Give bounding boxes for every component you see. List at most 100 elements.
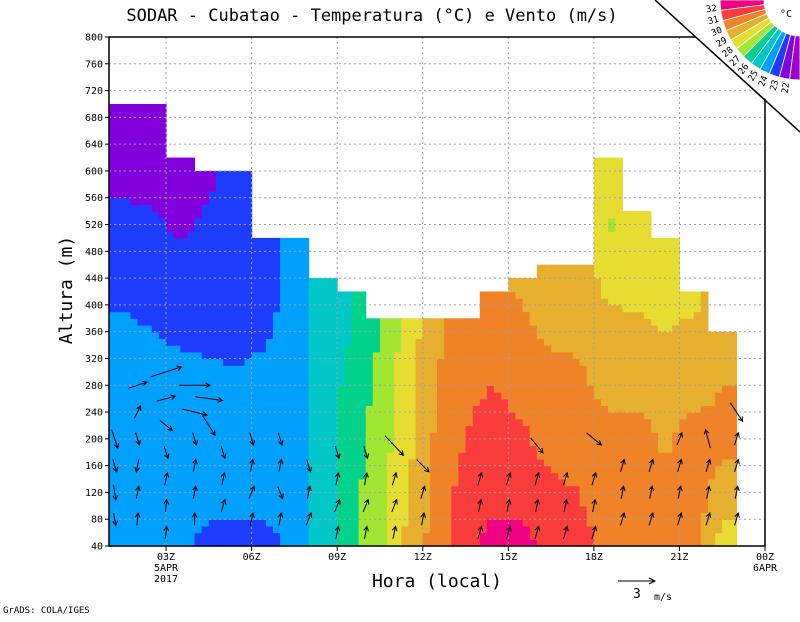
temperature-cell (380, 539, 388, 547)
temperature-cell (237, 284, 245, 293)
temperature-cell (187, 351, 196, 360)
temperature-cell (722, 385, 730, 393)
temperature-cell (608, 231, 616, 239)
temperature-cell (109, 217, 117, 226)
temperature-cell (501, 425, 509, 433)
temperature-cell (665, 532, 673, 540)
wind-vector (179, 382, 212, 389)
temperature-cell (579, 505, 588, 514)
temperature-cell (579, 271, 588, 279)
temperature-cell (522, 338, 531, 346)
temperature-cell (486, 351, 495, 360)
temperature-cell (572, 264, 581, 272)
temperature-cell (508, 338, 516, 346)
temperature-cell (372, 485, 381, 493)
temperature-cell (273, 284, 281, 293)
y-tick-label: 240 (85, 408, 103, 419)
temperature-cell (722, 445, 730, 453)
temperature-cell (601, 258, 609, 266)
temperature-cell (158, 117, 167, 125)
temperature-cell (372, 458, 381, 467)
temperature-cell (130, 211, 139, 219)
temperature-cell (116, 479, 124, 487)
temperature-cell (109, 331, 117, 339)
temperature-cell (629, 492, 638, 500)
temperature-cell (700, 412, 709, 420)
temperature-cell (622, 519, 631, 527)
temperature-cell (622, 318, 631, 326)
temperature-cell (693, 532, 702, 540)
temperature-cell (251, 284, 260, 293)
temperature-cell (116, 150, 124, 159)
temperature-cell (672, 271, 680, 279)
temperature-cell (558, 264, 566, 272)
temperature-cell (401, 425, 409, 433)
temperature-cell (216, 177, 224, 185)
temperature-cell (230, 258, 238, 266)
temperature-cell (166, 445, 174, 453)
temperature-cell (679, 398, 688, 406)
temperature-cell (665, 251, 673, 259)
temperature-cell (658, 311, 666, 319)
temperature-cell (251, 418, 260, 427)
temperature-cell (109, 231, 117, 239)
temperature-cell (116, 532, 124, 540)
wind-vector (677, 485, 683, 499)
temperature-cell (601, 539, 609, 547)
temperature-cell (593, 392, 602, 400)
temperature-cell (536, 479, 545, 487)
temperature-cell (579, 519, 588, 527)
temperature-cell (109, 385, 117, 393)
temperature-cell (615, 184, 623, 192)
temperature-cell (337, 472, 345, 480)
temperature-cell (586, 318, 595, 326)
temperature-cell (337, 365, 345, 373)
temperature-cell (615, 418, 623, 427)
temperature-cell (180, 164, 188, 172)
temperature-cell (422, 371, 431, 380)
temperature-cell (280, 365, 288, 373)
temperature-cell (137, 231, 146, 239)
temperature-cell (615, 271, 623, 279)
temperature-cell (572, 519, 581, 527)
temperature-cell (180, 251, 188, 259)
temperature-cell (708, 371, 716, 380)
temperature-cell (265, 485, 274, 493)
temperature-cell (536, 331, 545, 339)
temperature-cell (315, 378, 324, 386)
temperature-cell (265, 525, 274, 534)
temperature-cell (173, 244, 181, 252)
temperature-cell (572, 479, 581, 487)
wind-vector (734, 458, 740, 472)
temperature-cell (665, 318, 673, 326)
temperature-cell (387, 318, 395, 326)
wind-vector (648, 458, 655, 472)
temperature-cell (187, 371, 196, 380)
temperature-cell (237, 432, 245, 440)
temperature-cell (244, 385, 253, 393)
temperature-cell (287, 365, 295, 373)
temperature-cell (686, 398, 695, 406)
temperature-cell (301, 278, 310, 286)
temperature-cell (650, 304, 659, 313)
temperature-cell (151, 278, 160, 286)
temperature-cell (180, 264, 188, 272)
temperature-cell (650, 271, 659, 279)
temperature-cell (601, 512, 609, 520)
temperature-cell (358, 465, 367, 473)
wind-vector (477, 525, 484, 539)
temperature-cell (572, 465, 581, 473)
temperature-cell (208, 438, 217, 447)
temperature-cell (700, 438, 709, 447)
temperature-cell (608, 452, 616, 460)
temperature-cell (322, 465, 331, 473)
temperature-cell (544, 405, 552, 413)
temperature-cell (137, 271, 146, 279)
temperature-cell (158, 291, 167, 299)
temperature-cell (693, 479, 702, 487)
temperature-cell (658, 251, 666, 259)
temperature-cell (251, 378, 260, 386)
temperature-cell (294, 325, 303, 333)
temperature-cell (529, 298, 538, 306)
temperature-cell (565, 519, 573, 527)
